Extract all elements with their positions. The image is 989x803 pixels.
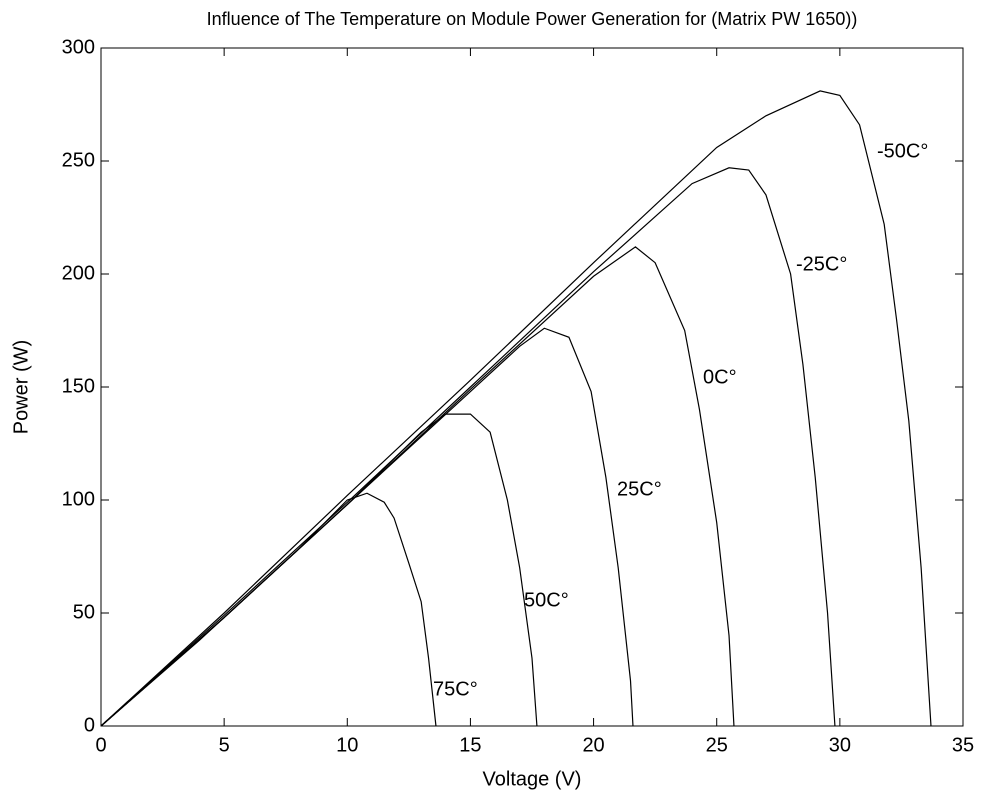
x-tick-label: 35 [952, 734, 974, 756]
curve [100, 90, 932, 727]
y-tick-label: 150 [62, 375, 95, 397]
y-tick-label: 100 [62, 488, 95, 510]
x-tick-label: 25 [706, 734, 728, 756]
curve-label: -25C° [796, 253, 847, 275]
curve [100, 246, 735, 727]
x-tick-label: 15 [459, 734, 481, 756]
curve-label: 0C° [703, 366, 737, 388]
y-tick-label: 50 [73, 601, 95, 623]
curve [100, 167, 836, 727]
curve-label: 50C° [524, 589, 569, 611]
curve-label: 25C° [617, 478, 662, 500]
y-tick-label: 200 [62, 262, 95, 284]
plot-frame [100, 47, 964, 727]
curve-label: 75C° [433, 678, 478, 700]
x-axis-label: Voltage (V) [483, 768, 582, 790]
curve-label: -50C° [877, 140, 928, 162]
x-tick-label: 30 [829, 734, 851, 756]
chart-title: Influence of The Temperature on Module P… [207, 9, 858, 29]
x-tick-label: 20 [582, 734, 604, 756]
curve [100, 492, 437, 727]
x-tick-label: 0 [95, 734, 106, 756]
y-tick-label: 0 [84, 714, 95, 736]
x-tick-label: 5 [219, 734, 230, 756]
y-tick-label: 300 [62, 36, 95, 58]
y-axis-label: Power (W) [10, 340, 32, 434]
x-tick-label: 10 [336, 734, 358, 756]
y-tick-label: 250 [62, 149, 95, 171]
